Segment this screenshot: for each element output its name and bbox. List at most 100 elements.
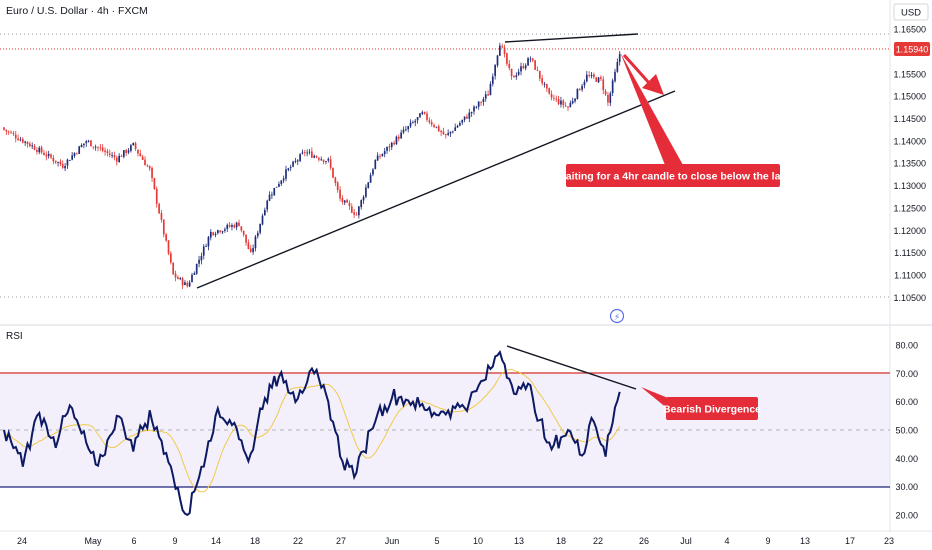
candle — [423, 111, 426, 115]
rsi-band-fill — [0, 373, 890, 487]
candle — [221, 230, 224, 235]
candle — [583, 79, 586, 89]
candle — [459, 121, 461, 127]
candle — [510, 68, 513, 80]
candle — [40, 145, 43, 155]
candle — [390, 141, 393, 151]
time-tick-label: 13 — [800, 536, 810, 546]
candle — [588, 71, 590, 78]
candle — [212, 231, 214, 237]
candle — [593, 72, 595, 80]
main-callout-text: Waiting for a 4hr candle to close below … — [556, 171, 790, 183]
candle — [233, 223, 236, 229]
time-tick-label: Jul — [680, 536, 692, 546]
candle — [362, 195, 365, 205]
candle — [414, 118, 417, 127]
currency-box[interactable] — [893, 3, 929, 21]
candle — [303, 149, 306, 157]
candle — [489, 81, 492, 96]
candle — [268, 191, 271, 202]
candle — [581, 83, 583, 92]
candle — [430, 119, 433, 127]
candle — [569, 100, 572, 108]
candle — [376, 152, 379, 161]
candle — [106, 148, 109, 157]
candle — [578, 87, 581, 91]
candle — [407, 125, 410, 133]
candle — [534, 59, 536, 71]
candle — [31, 142, 34, 150]
candle — [618, 51, 621, 66]
candle — [477, 101, 480, 110]
candle — [419, 112, 421, 118]
candle — [21, 137, 24, 144]
candle — [24, 140, 26, 146]
price-tick-label: 1.11000 — [894, 270, 926, 280]
candle — [353, 208, 355, 218]
candle — [54, 160, 57, 164]
candle — [200, 252, 203, 265]
candle — [57, 161, 59, 167]
candle — [172, 262, 175, 275]
candle — [275, 186, 278, 188]
candle — [125, 148, 128, 157]
candle — [348, 200, 351, 210]
candle — [207, 235, 210, 251]
candle — [428, 117, 431, 125]
candle — [456, 124, 459, 128]
candle — [280, 180, 283, 186]
candle — [12, 130, 15, 136]
rsi-line — [3, 349, 621, 517]
candle — [346, 198, 348, 203]
candle — [184, 280, 186, 286]
candle — [78, 145, 81, 154]
candle — [294, 157, 297, 164]
candle — [611, 78, 614, 96]
candlestick-series — [3, 42, 621, 290]
candle — [503, 44, 506, 58]
candle — [546, 83, 548, 92]
candle — [174, 270, 177, 282]
candle — [433, 123, 435, 128]
candle — [120, 154, 123, 157]
candle — [256, 230, 259, 239]
candle — [517, 68, 520, 76]
candle — [602, 76, 605, 95]
candle — [564, 102, 567, 107]
candle — [153, 177, 156, 190]
candle — [219, 229, 222, 234]
candle — [64, 163, 66, 172]
candle — [475, 105, 478, 109]
candle — [151, 166, 153, 182]
candle — [499, 42, 501, 56]
price-tick-label: 1.15500 — [893, 69, 926, 79]
candle — [228, 222, 231, 228]
time-tick-label: Jun — [385, 536, 400, 546]
candle — [179, 277, 182, 281]
candle — [395, 135, 398, 145]
candle — [311, 147, 313, 159]
candle — [160, 210, 163, 223]
candle — [597, 76, 600, 84]
last-price-badge: 1.15940 — [894, 42, 930, 56]
candle — [80, 143, 83, 148]
candle — [548, 87, 551, 95]
candle — [461, 119, 464, 126]
time-tick-label: 9 — [172, 536, 177, 546]
candle — [123, 150, 125, 159]
candle — [616, 58, 619, 73]
candle — [99, 143, 102, 151]
lightning-icon[interactable]: ⚡ — [609, 308, 625, 324]
rsi-tick-label: 70.00 — [895, 369, 918, 379]
candle — [480, 101, 482, 106]
candle — [379, 153, 381, 160]
candle — [437, 124, 440, 132]
candle — [292, 160, 294, 168]
candle — [296, 159, 299, 166]
candle — [130, 143, 132, 153]
chart-title: Euro / U.S. Dollar · 4h · FXCM — [6, 5, 148, 17]
candle — [240, 226, 243, 233]
price-tick-label: 1.13500 — [893, 159, 926, 169]
currency-label: USD — [901, 8, 921, 19]
candle — [271, 191, 273, 199]
